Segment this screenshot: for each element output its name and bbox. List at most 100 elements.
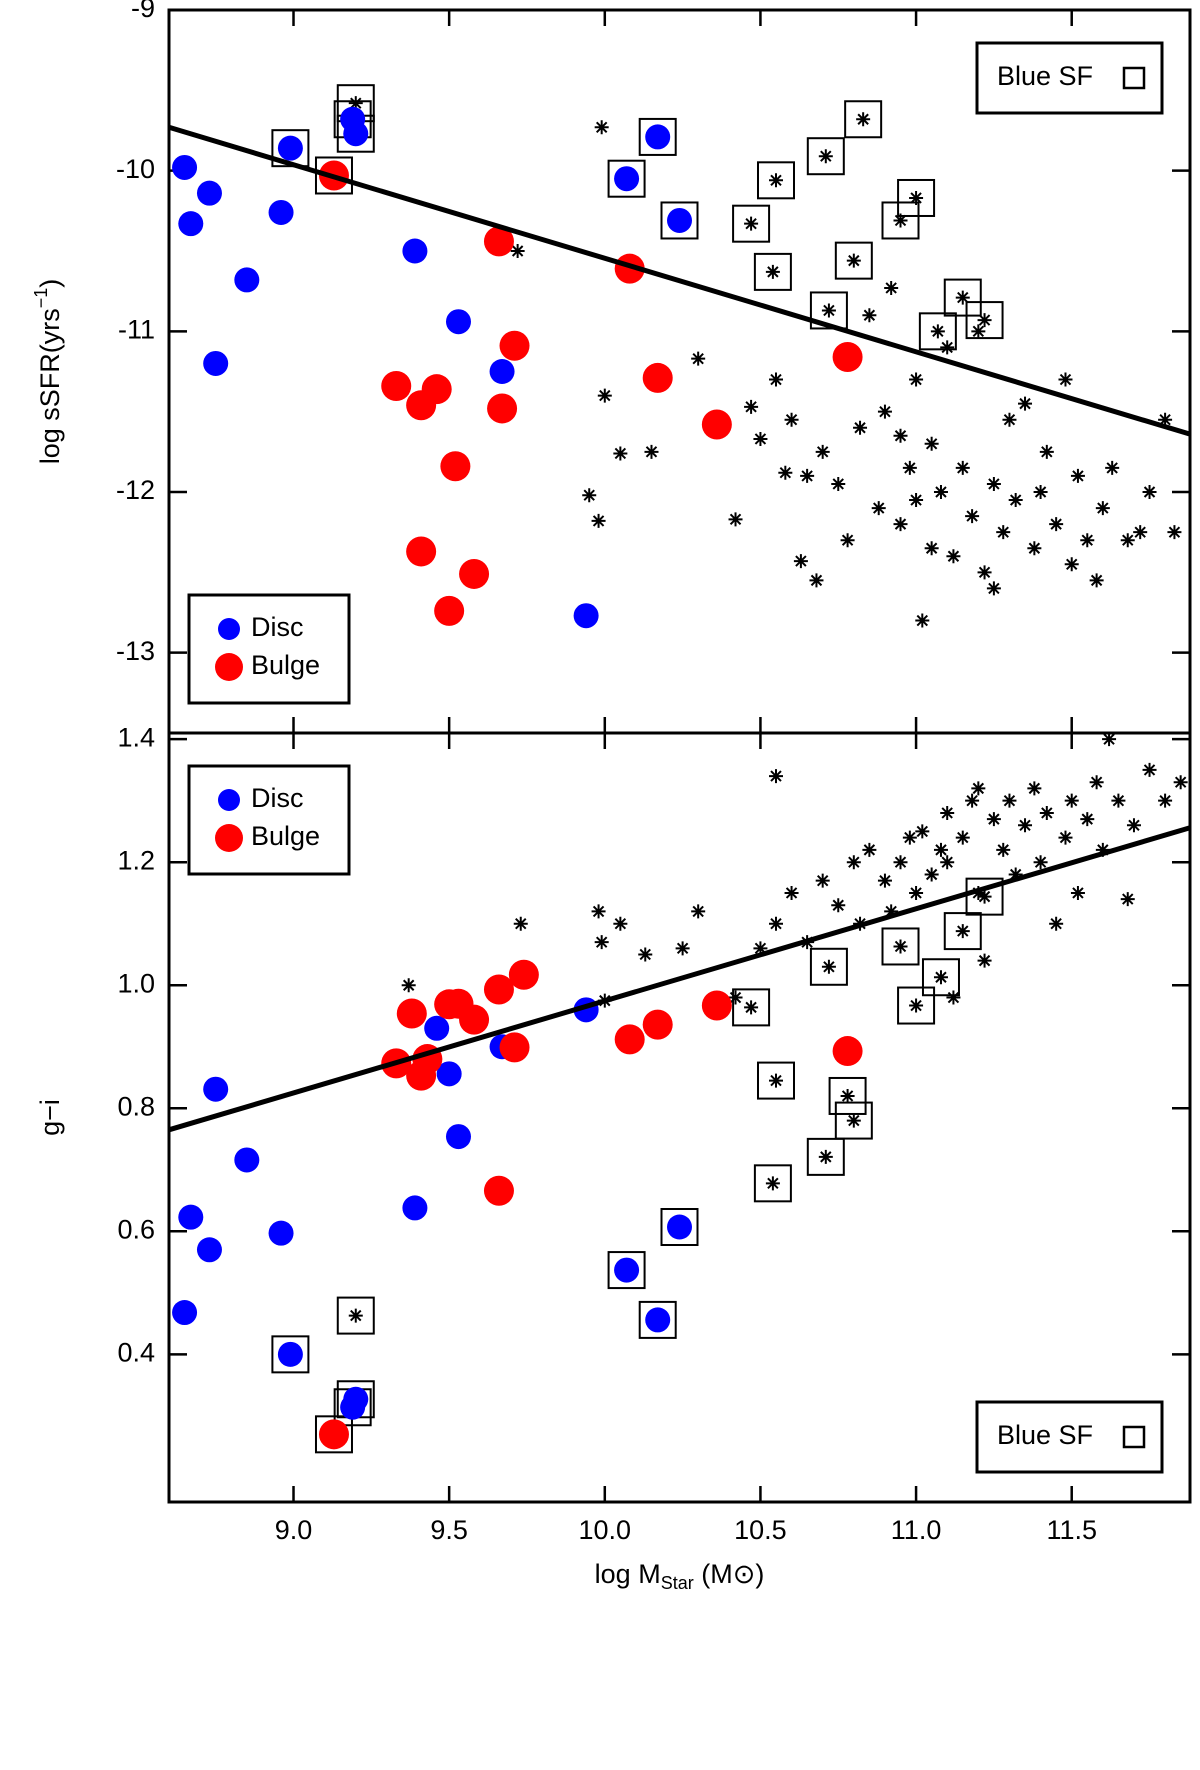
star-point [1167, 525, 1182, 540]
star-point [818, 1149, 833, 1164]
blue-sf-box [943, 912, 982, 951]
star-point [893, 855, 908, 870]
point [614, 1257, 640, 1283]
star-point [793, 554, 808, 569]
star-point [971, 781, 986, 796]
star-point [591, 904, 606, 919]
star-point [594, 935, 609, 950]
star-point [728, 512, 743, 527]
legend-box [975, 1400, 1164, 1474]
panel: 9.0 9.5 10.0 10.5 11.0 11.5 1.4 1.2 1.0 0.8 0.6 0.4… [35, 722, 1192, 1593]
star-point [744, 1000, 759, 1015]
star-point [594, 120, 609, 135]
legend-swatch [1122, 1425, 1146, 1449]
point [402, 238, 428, 264]
point [234, 267, 260, 293]
star-point [862, 842, 877, 857]
point [832, 342, 863, 373]
point [499, 1032, 530, 1063]
legend-box [187, 764, 351, 876]
star-point [800, 468, 815, 483]
star-point [1027, 781, 1042, 796]
y-tick-label: -11 [118, 314, 155, 344]
star-point [893, 213, 908, 228]
star-point [821, 303, 836, 318]
point [508, 959, 539, 990]
star-point [644, 444, 659, 459]
star-point [902, 830, 917, 845]
point [436, 1061, 462, 1087]
star-point [1080, 812, 1095, 827]
star-point [1173, 775, 1188, 790]
star-point [940, 805, 955, 820]
star-point [884, 904, 899, 919]
point [172, 1300, 198, 1326]
blue-sf-box [881, 201, 920, 240]
star-point [977, 953, 992, 968]
star-point [955, 924, 970, 939]
star-point [1058, 830, 1073, 845]
star-point [971, 324, 986, 339]
fit-line [168, 825, 1191, 1133]
point [445, 1124, 471, 1150]
star-point [1002, 412, 1017, 427]
star-point [765, 1176, 780, 1191]
blue-sf-box [965, 877, 1004, 916]
y-label-text: log sSFR(yrs [35, 308, 65, 464]
point [406, 536, 437, 567]
legend-swatch [215, 653, 243, 681]
point [172, 154, 198, 180]
star-point [1018, 396, 1033, 411]
star-point [818, 149, 833, 164]
point [396, 998, 427, 1029]
star-point [613, 916, 628, 931]
star-point [1133, 525, 1148, 540]
star-point [513, 916, 528, 931]
star-point [1027, 541, 1042, 556]
point [203, 1076, 229, 1102]
legend-label: Bulge [251, 821, 320, 851]
y-tick-label: 1.0 [117, 968, 155, 998]
star-point [856, 112, 871, 127]
point [318, 1419, 349, 1450]
star-point [924, 436, 939, 451]
star-point [1033, 855, 1048, 870]
star-point [1095, 501, 1110, 516]
point [701, 409, 732, 440]
star-point [1049, 517, 1064, 532]
blue-sf-box [828, 1076, 867, 1115]
star-point [846, 855, 861, 870]
point [573, 603, 599, 629]
star-point [977, 565, 992, 580]
star-point [924, 541, 939, 556]
star-point [924, 867, 939, 882]
blue-sf-box [607, 1251, 646, 1290]
star-point [638, 947, 653, 962]
y-label-suffix: ) [35, 279, 65, 288]
star-point [809, 573, 824, 588]
y-tick-label: 1.4 [117, 722, 155, 752]
star-point [821, 959, 836, 974]
star-point [831, 476, 846, 491]
star-point [909, 372, 924, 387]
star-point [846, 253, 861, 268]
star-point [1095, 842, 1110, 857]
star-point [955, 830, 970, 845]
star-point [884, 280, 899, 295]
y-axis-label: log sSFR(yrs−1) [31, 279, 65, 465]
star-point [933, 485, 948, 499]
star-point [893, 517, 908, 532]
star-point [1142, 762, 1157, 777]
point [402, 1195, 428, 1221]
point [645, 124, 671, 150]
star-point [1158, 793, 1173, 808]
star-point [946, 990, 961, 1005]
point [614, 166, 640, 192]
star-point [915, 824, 930, 839]
y-label-sup: −1 [31, 288, 51, 309]
star-point [846, 1113, 861, 1128]
star-point [1008, 493, 1023, 508]
y-tick-label: 0.8 [117, 1091, 155, 1121]
point [381, 370, 412, 401]
star-point [1058, 372, 1073, 387]
